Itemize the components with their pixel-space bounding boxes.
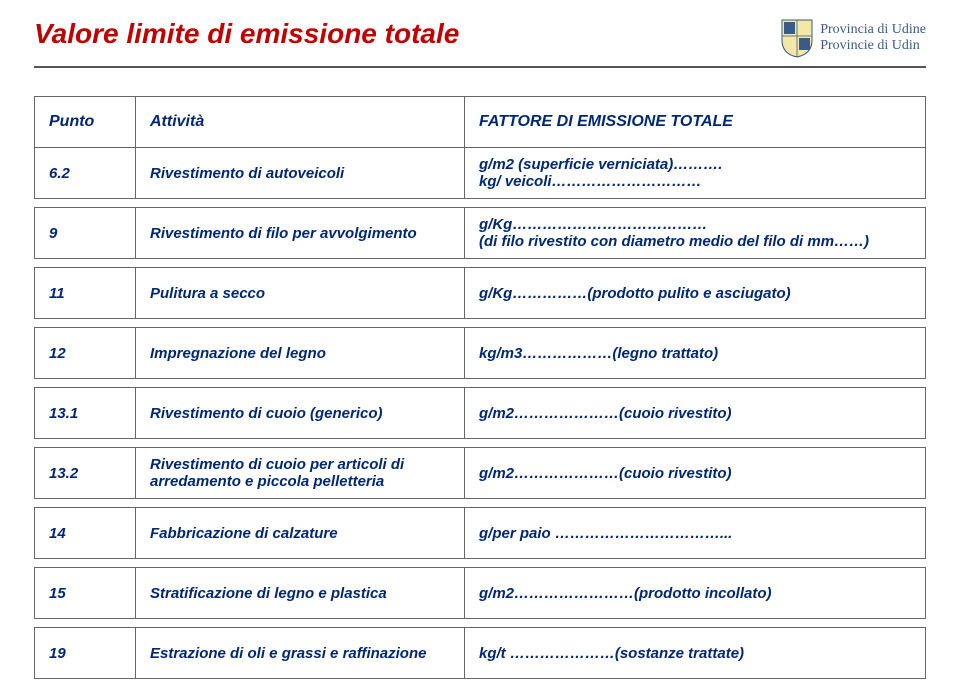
cell-fattore: g/m2 (superficie verniciata)………. kg/ vei… — [465, 148, 926, 199]
table-header-row: Punto Attività FATTORE DI EMISSIONE TOTA… — [35, 97, 926, 148]
spacer-cell — [35, 439, 926, 448]
cell-fattore: g/Kg………………………………… (di filo rivestito con… — [465, 208, 926, 259]
col-punto-header: Punto — [35, 97, 136, 148]
cell-attivita: Estrazione di oli e grassi e raffinazion… — [136, 628, 465, 679]
spacer-row — [35, 319, 926, 328]
spacer-row — [35, 619, 926, 628]
cell-attivita: Rivestimento di autoveicoli — [136, 148, 465, 199]
cell-fattore: g/m2…………………(cuoio rivestito) — [465, 388, 926, 439]
table-row: 15Stratificazione di legno e plasticag/m… — [35, 568, 926, 619]
header: Valore limite di emissione totale Provin… — [34, 18, 926, 58]
table-row: 13.2Rivestimento di cuoio per articoli d… — [35, 448, 926, 499]
spacer-row — [35, 259, 926, 268]
table-row: 9Rivestimento di filo per avvolgimentog/… — [35, 208, 926, 259]
table-row: 6.2Rivestimento di autoveicolig/m2 (supe… — [35, 148, 926, 199]
spacer-row — [35, 379, 926, 388]
logo-line2: Provincie di Udin — [820, 38, 926, 54]
table-row: 11Pulitura a seccog/Kg……………(prodotto pul… — [35, 268, 926, 319]
spacer-cell — [35, 319, 926, 328]
table-row: 14Fabbricazione di calzatureg/per paio …… — [35, 508, 926, 559]
cell-punto: 6.2 — [35, 148, 136, 199]
spacer-cell — [35, 559, 926, 568]
divider — [34, 66, 926, 68]
spacer-row — [35, 499, 926, 508]
spacer-cell — [35, 499, 926, 508]
shield-icon — [780, 18, 814, 58]
spacer-cell — [35, 619, 926, 628]
cell-punto: 14 — [35, 508, 136, 559]
table-row: 12Impregnazione del legnokg/m3………………(leg… — [35, 328, 926, 379]
cell-punto: 13.1 — [35, 388, 136, 439]
cell-fattore: kg/t …………………(sostanze trattate) — [465, 628, 926, 679]
spacer-cell — [35, 379, 926, 388]
spacer-row — [35, 439, 926, 448]
spacer-cell — [35, 259, 926, 268]
cell-attivita: Rivestimento di cuoio per articoli di ar… — [136, 448, 465, 499]
cell-punto: 19 — [35, 628, 136, 679]
col-fattore-header: FATTORE DI EMISSIONE TOTALE — [465, 97, 926, 148]
cell-punto: 11 — [35, 268, 136, 319]
cell-punto: 13.2 — [35, 448, 136, 499]
spacer-cell — [35, 199, 926, 208]
cell-punto: 9 — [35, 208, 136, 259]
logo-block: Provincia di Udine Provincie di Udin — [780, 18, 926, 58]
logo-line1: Provincia di Udine — [820, 22, 926, 38]
cell-attivita: Pulitura a secco — [136, 268, 465, 319]
page: Valore limite di emissione totale Provin… — [0, 0, 960, 689]
table-body: 6.2Rivestimento di autoveicolig/m2 (supe… — [35, 148, 926, 679]
emission-table: Punto Attività FATTORE DI EMISSIONE TOTA… — [34, 96, 926, 679]
table-row: 19Estrazione di oli e grassi e raffinazi… — [35, 628, 926, 679]
table-row: 13.1Rivestimento di cuoio (generico)g/m2… — [35, 388, 926, 439]
col-attivita-header: Attività — [136, 97, 465, 148]
cell-attivita: Stratificazione di legno e plastica — [136, 568, 465, 619]
logo-text: Provincia di Udine Provincie di Udin — [820, 22, 926, 54]
cell-fattore: g/m2……………………(prodotto incollato) — [465, 568, 926, 619]
cell-fattore: kg/m3………………(legno trattato) — [465, 328, 926, 379]
cell-fattore: g/m2…………………(cuoio rivestito) — [465, 448, 926, 499]
cell-fattore: g/per paio ……………………………... — [465, 508, 926, 559]
cell-attivita: Rivestimento di cuoio (generico) — [136, 388, 465, 439]
spacer-row — [35, 559, 926, 568]
page-title: Valore limite di emissione totale — [34, 18, 459, 50]
spacer-row — [35, 199, 926, 208]
cell-attivita: Fabbricazione di calzature — [136, 508, 465, 559]
cell-attivita: Rivestimento di filo per avvolgimento — [136, 208, 465, 259]
cell-punto: 12 — [35, 328, 136, 379]
cell-punto: 15 — [35, 568, 136, 619]
cell-attivita: Impregnazione del legno — [136, 328, 465, 379]
cell-fattore: g/Kg……………(prodotto pulito e asciugato) — [465, 268, 926, 319]
